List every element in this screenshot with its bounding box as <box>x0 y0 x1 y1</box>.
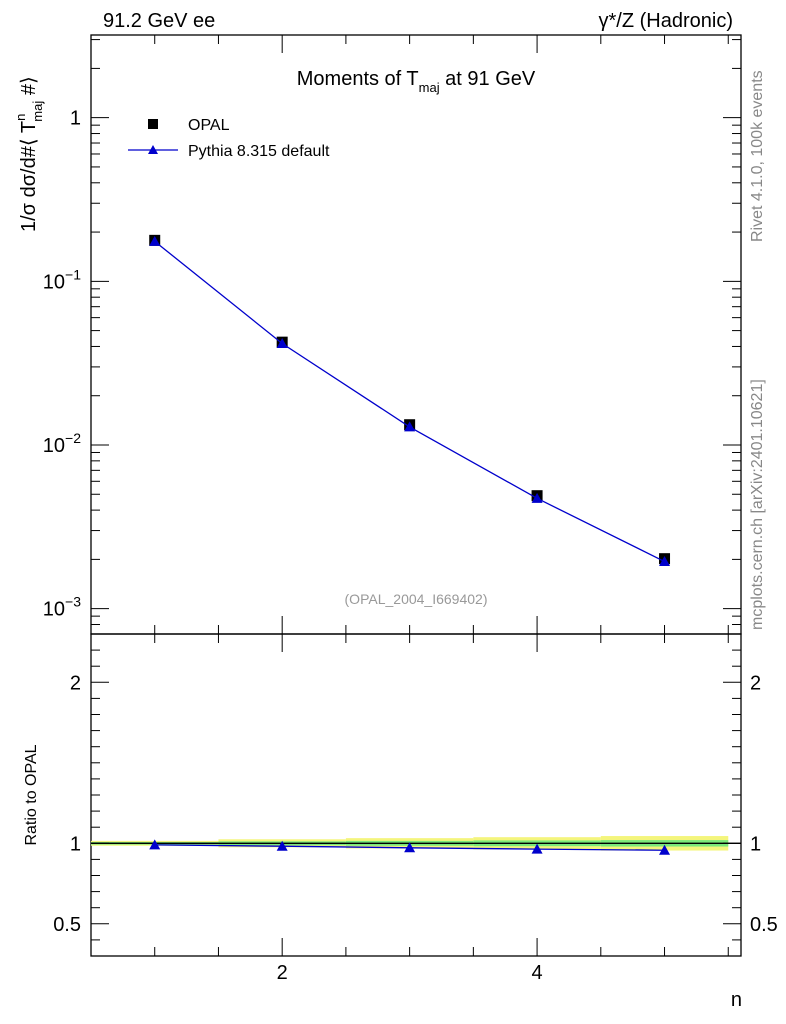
ratio-y-tick-label-right: 1 <box>750 833 761 855</box>
legend-pythia-marker <box>148 145 158 154</box>
main-y-tick-label: 1 <box>70 108 81 130</box>
pythia-data-point <box>531 492 543 503</box>
ratio-series <box>149 839 671 855</box>
legend-opal-label: OPAL <box>188 117 230 134</box>
main-y-tick-label: 10−2 <box>43 430 81 457</box>
main-y-axis-label: 1/σ dσ/d#⟨ Tn maj #⟩ <box>13 76 45 232</box>
ratio-pythia-point <box>404 842 416 853</box>
header-right-label: γ*/Z (Hadronic) <box>599 10 733 32</box>
ratio-y-axis-label: Ratio to OPAL <box>23 744 40 845</box>
ratio-ticks: 0.5 0.5 1 1 2 2 <box>53 649 778 941</box>
ratio-y-tick-label-right: 0.5 <box>750 914 778 936</box>
ratio-y-tick-label-left: 0.5 <box>53 914 81 936</box>
legend-pythia-label: Pythia 8.315 default <box>188 143 330 160</box>
title-sub: maj <box>419 80 440 95</box>
x-tick-label: 2 <box>277 962 288 984</box>
pythia-line <box>154 240 665 563</box>
rivet-version-label: Rivet 4.1.0, 100k events <box>749 70 766 242</box>
x-tick-label: 4 <box>532 962 543 984</box>
pythia-data-point <box>276 337 288 348</box>
main-series <box>149 234 671 567</box>
header-left-label: 91.2 GeV ee <box>103 10 215 32</box>
ratio-y-tick-label-left: 1 <box>70 833 81 855</box>
ratio-panel-frame <box>90 633 742 957</box>
ylabel-sup: n <box>13 114 28 121</box>
pythia-data-point <box>404 421 416 432</box>
ratio-pythia-point <box>659 844 671 855</box>
main-title: Moments of Tmaj at 91 GeV <box>297 68 536 95</box>
ratio-pythia-point <box>276 840 288 851</box>
ratio-pythia-point <box>149 839 161 850</box>
title-tail: at 91 GeV <box>440 68 536 90</box>
main-y-tick-base: 10 <box>43 271 65 293</box>
main-y-tick-base: 10 <box>43 435 65 457</box>
ylabel-tail: #⟩ <box>18 76 40 100</box>
mcplots-label: mcplots.cern.ch [arXiv:2401.10621] <box>749 379 766 630</box>
main-y-tick-exp: −2 <box>65 430 81 446</box>
main-y-tick-base: 10 <box>43 599 65 621</box>
pythia-data-point <box>659 556 671 567</box>
main-y-tick-exp: −3 <box>65 594 81 610</box>
main-y-tick-label: 10−1 <box>43 266 81 293</box>
main-y-tick-exp: −1 <box>65 266 81 282</box>
main-ticks: 10−310−210−11 <box>43 39 741 635</box>
ylabel-sub: maj <box>30 101 45 122</box>
analysis-watermark: (OPAL_2004_I669402) <box>345 591 488 607</box>
ratio-y-tick-label-left: 2 <box>70 672 81 694</box>
legend: OPAL Pythia 8.315 default <box>128 117 330 160</box>
x-axis-label: n <box>731 989 742 1011</box>
ratio-pythia-point <box>531 843 543 854</box>
ratio-y-tick-label-right: 2 <box>750 672 761 694</box>
ylabel-main: 1/σ dσ/d#⟨ T <box>18 121 40 232</box>
legend-opal-marker <box>148 119 158 129</box>
main-y-tick-label: 10−3 <box>43 594 81 621</box>
title-main: Moments of T <box>297 68 419 90</box>
pythia-data-point <box>149 235 161 246</box>
